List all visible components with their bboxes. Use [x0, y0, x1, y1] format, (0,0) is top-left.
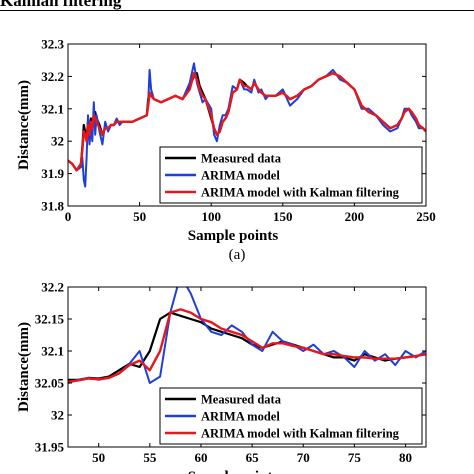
- y-tick-label: 32.15: [35, 312, 65, 327]
- x-tick-label: 80: [399, 450, 412, 465]
- y-axis-label: Distance(mm): [16, 80, 32, 170]
- x-tick-label: 60: [194, 450, 207, 465]
- legend-label: ARIMA model: [201, 169, 280, 183]
- y-tick-label: 32.1: [41, 344, 64, 359]
- y-tick-label: 32.2: [41, 280, 64, 295]
- legend-label: Measured data: [201, 152, 282, 166]
- x-axis-label: Sample points: [188, 469, 279, 474]
- series-line-arima: [68, 287, 426, 384]
- cropped-section-heading: Kalman filtering: [0, 0, 122, 10]
- x-tick-label: 50: [133, 209, 146, 224]
- legend: Measured data ARIMA model ARIMA model with…: [159, 146, 423, 204]
- legend-box: [159, 387, 423, 445]
- heading-rule: [0, 10, 474, 11]
- legend: Measured data ARIMA model ARIMA model with…: [159, 387, 423, 445]
- y-tick-label: 31.9: [41, 166, 64, 181]
- y-tick-label: 32.3: [41, 37, 64, 52]
- plot-frame: [67, 43, 427, 207]
- x-axis-label: Sample points: [188, 228, 279, 244]
- x-tick-label: 250: [416, 209, 436, 224]
- y-tick-label: 31.95: [35, 440, 65, 455]
- chart-a: 31.8 31.9 32 32.1 32.2 32.3 0 50 100 150 200 250 Sam…: [16, 37, 436, 245]
- y-tick-label: 32.2: [41, 69, 64, 84]
- legend-label: ARIMA model with Kalman filtering: [201, 186, 400, 200]
- x-tick-label: 65: [246, 450, 260, 465]
- x-tick-label: 200: [345, 209, 365, 224]
- x-tick-label: 70: [297, 450, 310, 465]
- plot-frame: [67, 286, 427, 448]
- panel-label-a: (a): [228, 247, 246, 263]
- legend-label: ARIMA model: [201, 410, 280, 424]
- y-tick-label: 31.8: [41, 199, 64, 214]
- x-tick-label: 0: [65, 209, 72, 224]
- y-tick-label: 32: [51, 134, 64, 149]
- y-axis-label: Distance(mm): [16, 322, 32, 412]
- y-tick-label: 32: [51, 408, 64, 423]
- x-tick-label: 100: [201, 209, 221, 224]
- series-line-arima-kalman: [68, 308, 426, 383]
- series-line-arima-kalman: [68, 71, 426, 172]
- x-tick-label: 50: [92, 450, 105, 465]
- x-tick-label: 75: [348, 450, 362, 465]
- x-tick-label: 55: [143, 450, 157, 465]
- chart-b: 31.95 32 32.05 32.1 32.15 32.2 50 55 60 65 70 75 80 S…: [16, 280, 427, 474]
- legend-label: ARIMA model with Kalman filtering: [201, 427, 400, 441]
- legend-label: Measured data: [201, 393, 282, 407]
- x-tick-label: 150: [273, 209, 293, 224]
- y-tick-label: 32.1: [41, 101, 64, 116]
- legend-box: [159, 146, 423, 204]
- y-tick-label: 32.05: [35, 376, 65, 391]
